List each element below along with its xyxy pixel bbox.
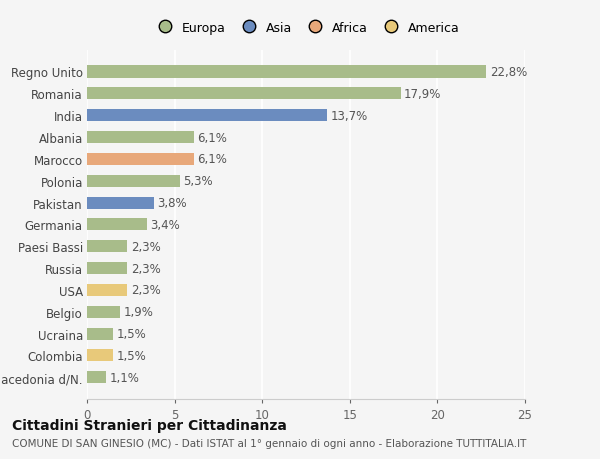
Text: 2,3%: 2,3% <box>131 262 161 275</box>
Text: 1,5%: 1,5% <box>117 327 146 341</box>
Bar <box>87 67 487 78</box>
Text: 5,3%: 5,3% <box>184 175 213 188</box>
Bar <box>87 153 194 166</box>
Legend: Europa, Asia, Africa, America: Europa, Asia, Africa, America <box>149 19 463 37</box>
Text: 1,1%: 1,1% <box>110 371 140 384</box>
Text: 2,3%: 2,3% <box>131 284 161 297</box>
Text: 3,4%: 3,4% <box>150 218 180 231</box>
Text: COMUNE DI SAN GINESIO (MC) - Dati ISTAT al 1° gennaio di ogni anno - Elaborazion: COMUNE DI SAN GINESIO (MC) - Dati ISTAT … <box>12 438 526 448</box>
Bar <box>87 175 180 187</box>
Text: 2,3%: 2,3% <box>131 240 161 253</box>
Text: 13,7%: 13,7% <box>331 109 368 123</box>
Bar <box>87 110 327 122</box>
Bar <box>87 219 146 231</box>
Bar <box>87 371 106 383</box>
Text: 1,9%: 1,9% <box>124 306 154 319</box>
Bar <box>87 263 127 274</box>
Bar <box>87 284 127 297</box>
Bar <box>87 197 154 209</box>
Text: 3,8%: 3,8% <box>157 196 187 210</box>
Text: Cittadini Stranieri per Cittadinanza: Cittadini Stranieri per Cittadinanza <box>12 418 287 431</box>
Text: 6,1%: 6,1% <box>197 131 227 144</box>
Bar <box>87 350 113 362</box>
Text: 17,9%: 17,9% <box>404 88 442 101</box>
Text: 1,5%: 1,5% <box>117 349 146 362</box>
Bar <box>87 88 401 100</box>
Bar <box>87 241 127 253</box>
Bar <box>87 306 120 318</box>
Bar <box>87 132 194 144</box>
Bar <box>87 328 113 340</box>
Text: 22,8%: 22,8% <box>490 66 527 79</box>
Text: 6,1%: 6,1% <box>197 153 227 166</box>
